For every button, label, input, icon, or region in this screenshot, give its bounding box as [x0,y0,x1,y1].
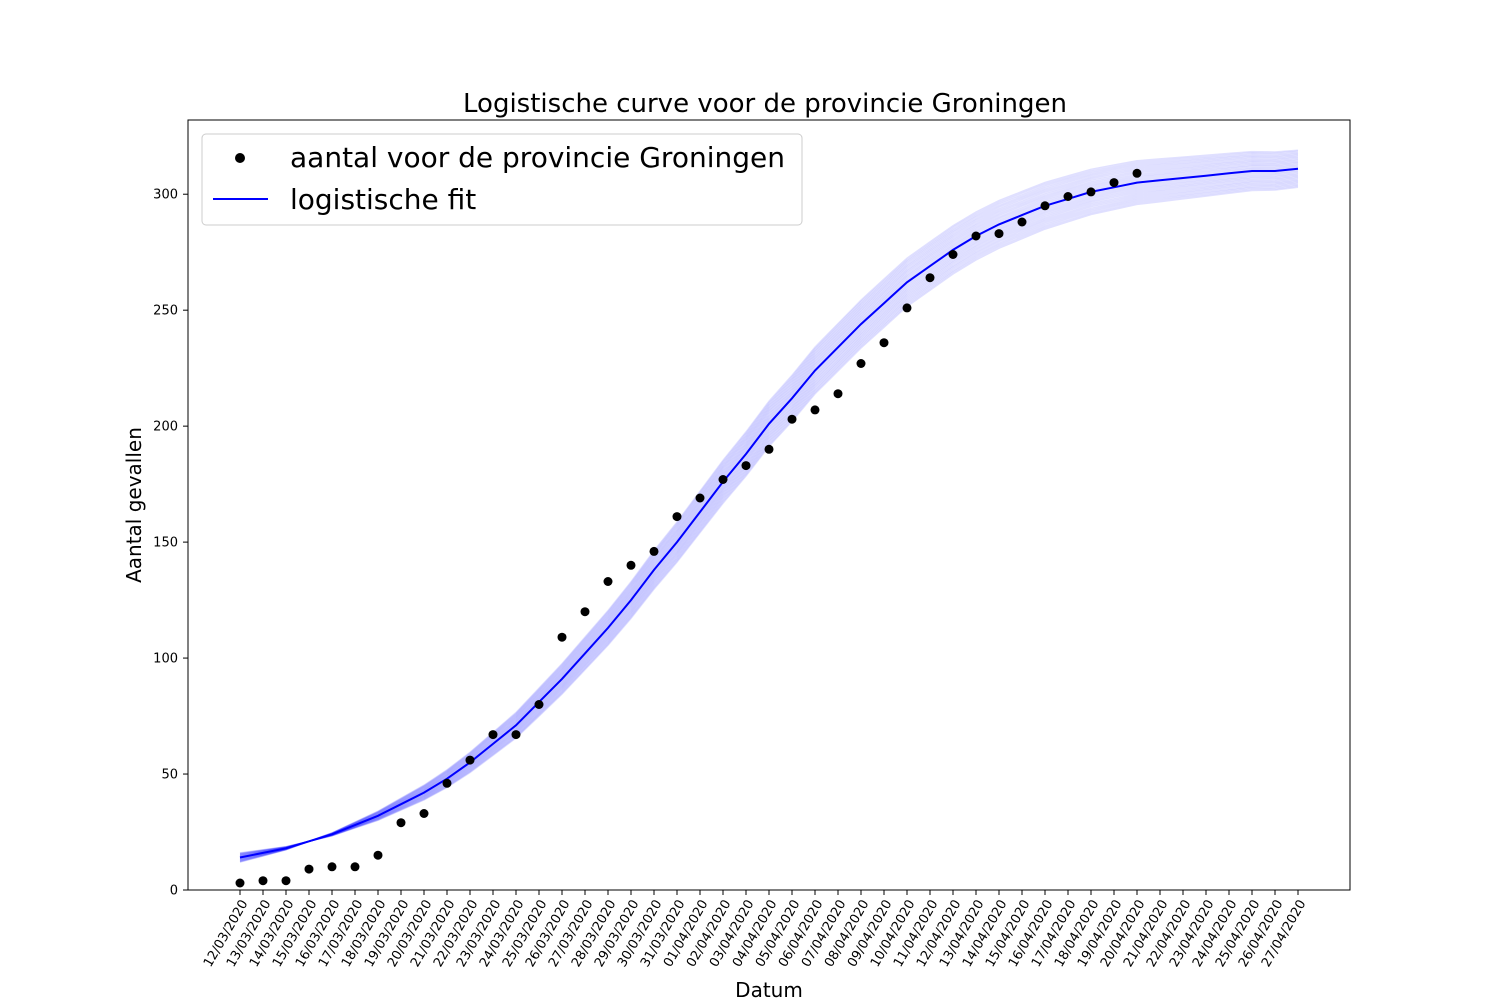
fit-ensemble-line [239,176,1299,857]
y-tick-label: 300 [153,188,178,203]
data-point [580,607,590,617]
fit-ensemble-line [239,171,1299,858]
fit-ensemble-line [239,186,1299,854]
fit-ensemble-line [239,183,1299,855]
legend-marker-points [235,153,245,163]
data-point [1132,168,1142,178]
data-point [695,493,705,503]
fit-ensemble-line [239,157,1299,861]
fit-ensemble-line [239,168,1299,859]
fit-ensemble-line [239,155,1299,862]
data-point [1063,192,1073,201]
fit-ensemble-line [239,164,1299,860]
data-point [442,778,452,788]
fit-ensemble-line [239,180,1299,856]
data-point [488,730,498,740]
fit-ensemble-line [239,149,1299,863]
data-point [948,250,958,259]
data-point [1086,187,1096,197]
data-point [902,303,912,313]
data-point [994,229,1004,239]
fit-ensemble-line [239,172,1299,858]
fit-ensemble-line [239,167,1299,859]
data-point [718,475,728,484]
fit-ensemble-line [239,169,1299,858]
fit-ensemble-line [239,181,1299,855]
fit-ensemble-line [239,153,1299,862]
y-tick-label: 200 [153,420,178,435]
data-point [810,405,820,415]
fit-line [239,167,1299,859]
data-point [787,414,797,424]
data-point [672,512,682,522]
data-point [396,818,406,828]
chart-title: Logistische curve voor de provincie Gron… [463,89,1067,119]
fit-ensemble-line [239,151,1299,863]
fit-ensemble-line [239,159,1299,861]
data-point [327,862,337,872]
data-point [1109,178,1119,188]
fit-ensemble-line [239,150,1299,863]
legend: aantal voor de provincie Groningen logis… [201,133,803,226]
y-tick-label: 0 [170,884,178,899]
fit-ensemble-line [239,163,1299,860]
y-axis: 0 50 100 150 200 250 300 [153,188,188,899]
data-point [1040,201,1050,211]
data-point [373,850,383,860]
data-point [741,461,751,471]
legend-label-points: aantal voor de provincie Groningen [290,141,785,174]
legend-label-fit: logistische fit [290,183,476,216]
data-point [258,876,268,886]
data-point [856,359,866,368]
y-tick-label: 250 [153,304,178,319]
data-point [350,862,360,872]
fit-ensemble-line [239,160,1299,861]
y-axis-label: Aantal gevallen [122,427,146,583]
data-point [281,876,291,886]
data-point [557,632,567,642]
data-point [465,755,475,765]
x-axis-label: Datum [735,978,803,1000]
data-point [603,577,613,586]
legend-box [201,133,803,226]
data-point [626,560,636,570]
fit-ensemble-line [239,177,1299,856]
fit-ensemble-line [239,166,1299,859]
data-point [1017,217,1027,227]
fit-ensemble-line [239,174,1299,857]
data-point [649,546,659,556]
data-point [534,700,544,709]
fit-ensemble-line [239,154,1299,862]
data-points [235,168,1142,888]
y-tick-label: 150 [153,536,178,551]
data-point [764,444,774,454]
x-axis: 12/03/202013/03/202014/03/202015/03/2020… [201,890,1309,970]
data-point [925,273,935,283]
data-point [833,389,843,399]
fit-ensemble-line [239,173,1299,857]
fit-line-layer [239,167,1299,859]
fit-ensemble-line [239,182,1299,855]
fit-ensemble-line [239,178,1299,856]
y-tick-label: 50 [161,768,178,783]
data-point [971,231,981,241]
fit-ensemble [239,149,1299,863]
data-point [304,864,314,874]
data-point [511,730,521,740]
fit-ensemble-line [239,185,1299,854]
plot-frame [187,119,1351,891]
data-point [235,878,245,888]
data-point [879,338,889,348]
data-point [419,809,429,818]
y-tick-label: 100 [153,652,178,667]
plot-area [235,149,1299,888]
fit-ensemble-line [239,162,1299,860]
fit-ensemble-line [239,158,1299,861]
